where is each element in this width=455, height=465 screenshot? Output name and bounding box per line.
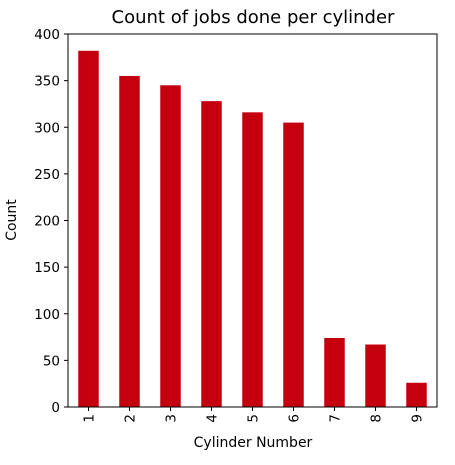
y-tick-label: 300 (34, 120, 60, 136)
bar-cylinder-3 (160, 85, 181, 407)
y-tick-label: 100 (34, 307, 60, 323)
x-axis-ticks: 1 2 3 4 5 6 7 8 9 (82, 407, 426, 423)
x-axis-label: Cylinder Number (194, 435, 313, 451)
bar-cylinder-6 (283, 122, 304, 407)
x-tick-label: 5 (246, 414, 262, 423)
x-tick-label: 1 (82, 414, 98, 423)
y-axis-ticks: 0 50 100 150 200 250 300 350 400 (34, 27, 68, 416)
bar-cylinder-9 (406, 382, 427, 407)
x-tick-label: 8 (369, 414, 385, 423)
bar-cylinder-7 (324, 338, 345, 407)
x-tick-label: 9 (410, 414, 426, 423)
x-tick-label: 7 (328, 414, 344, 423)
x-tick-label: 3 (164, 414, 180, 423)
plot-frame (67, 33, 438, 408)
chart-title: Count of jobs done per cylinder (112, 7, 396, 28)
y-tick-label: 350 (34, 74, 60, 90)
y-axis-label: Count (4, 199, 20, 241)
bar-cylinder-5 (242, 112, 263, 407)
x-tick-label: 4 (205, 414, 221, 423)
y-tick-label: 50 (43, 353, 60, 369)
x-tick-label: 2 (123, 414, 139, 423)
bar-cylinder-2 (119, 75, 140, 408)
bar-cylinder-8 (365, 344, 386, 407)
bar-cylinder-4 (201, 101, 222, 407)
y-tick-label: 400 (34, 27, 60, 43)
y-tick-label: 150 (34, 260, 60, 276)
bar-cylinder-1 (78, 50, 99, 407)
y-tick-label: 200 (34, 214, 60, 230)
y-tick-label: 0 (51, 400, 60, 416)
x-tick-label: 6 (287, 414, 303, 423)
bars-group (78, 50, 427, 408)
y-tick-label: 250 (34, 167, 60, 183)
